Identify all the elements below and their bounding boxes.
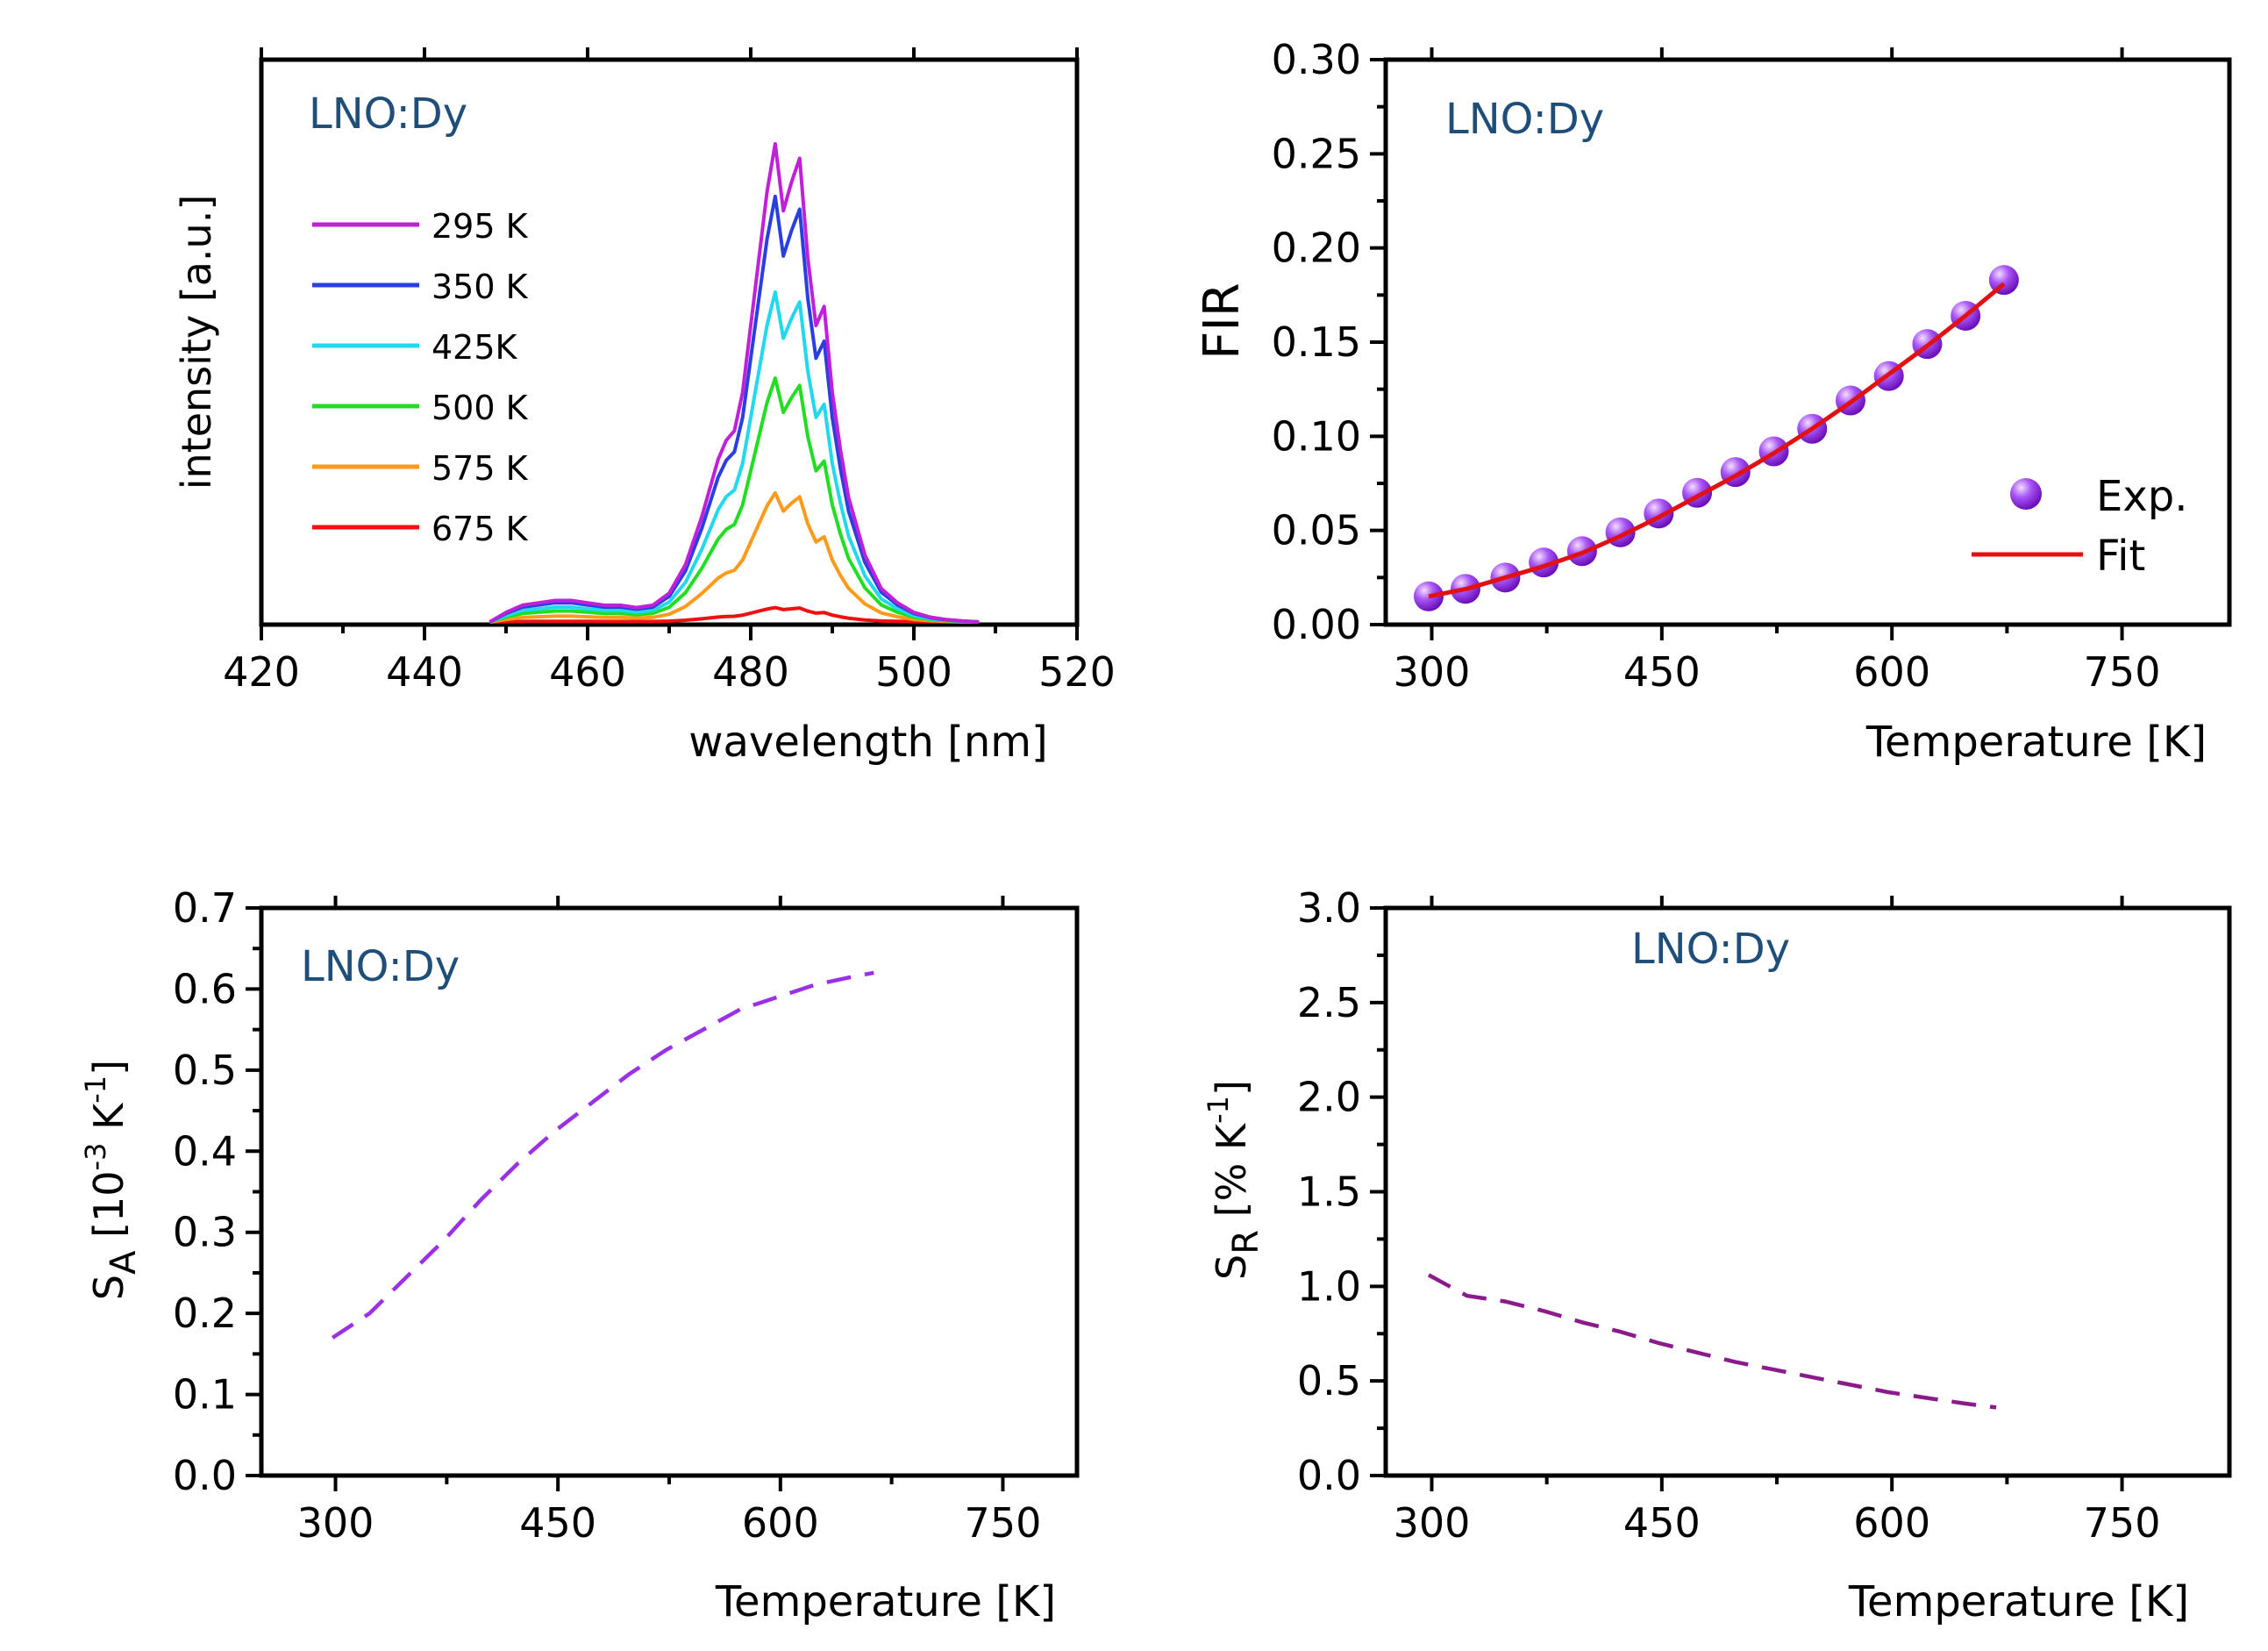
sa-y-tick-label: 0.6 bbox=[173, 965, 237, 1012]
legend-label: Exp. bbox=[2096, 472, 2187, 521]
fir-x-tick-label: 300 bbox=[1394, 648, 1471, 696]
sr-y-tick-label: 2.5 bbox=[1297, 979, 1361, 1026]
fir-x-tick-label: 450 bbox=[1623, 648, 1701, 696]
sr-y-tick-label: 0.0 bbox=[1297, 1452, 1361, 1499]
spectra-sample-label: LNO:Dy bbox=[309, 89, 467, 139]
sa-y-axis-label: SA [10-3 K-1] bbox=[79, 1060, 144, 1300]
sr-x-tick-label: 300 bbox=[1394, 1499, 1471, 1547]
sr-y-tick-label: 2.0 bbox=[1297, 1074, 1361, 1121]
spectra-x-tick-label: 440 bbox=[386, 648, 463, 696]
spectra-x-tick-label: 480 bbox=[712, 648, 789, 696]
sr-x-tick-label: 600 bbox=[1853, 1499, 1930, 1547]
sa-x-axis-label: Temperature [K] bbox=[715, 1577, 1056, 1626]
spectra-x-tick-label: 500 bbox=[875, 648, 952, 696]
sa-y-tick-label: 0.0 bbox=[173, 1452, 237, 1499]
legend-label: 425K bbox=[431, 328, 518, 367]
fir-y-tick-label: 0.10 bbox=[1272, 412, 1361, 460]
fir-y-axis-label: FIR bbox=[1194, 282, 1251, 360]
fir-sample-label: LNO:Dy bbox=[1445, 95, 1604, 144]
legend-label: 675 K bbox=[431, 510, 529, 548]
legend-label: 295 K bbox=[431, 207, 529, 246]
legend-marker bbox=[2010, 478, 2042, 510]
spectra-x-tick-label: 420 bbox=[223, 648, 300, 696]
sa-y-tick-label: 0.5 bbox=[173, 1047, 237, 1094]
spectrum-line bbox=[489, 376, 980, 624]
fir-fit-line bbox=[1428, 282, 2006, 599]
sa-x-tick-label: 300 bbox=[297, 1499, 374, 1547]
sr-x-axis-label: Temperature [K] bbox=[1848, 1577, 2189, 1626]
spectrum-line bbox=[489, 490, 980, 624]
fir-y-tick-label: 0.30 bbox=[1272, 36, 1361, 83]
fir-x-tick-label: 750 bbox=[2084, 648, 2161, 696]
legend-label: 350 K bbox=[431, 268, 529, 306]
sr-panel: 300 450 600 750 0.0 0.5 1.0 1.5 2.0 2.5 3.0 Tempera… bbox=[1202, 884, 2232, 1626]
sa-x-tick-label: 600 bbox=[742, 1499, 819, 1547]
legend-label: Fit bbox=[2096, 532, 2145, 581]
sr-x-tick-label: 450 bbox=[1623, 1499, 1701, 1547]
fir-x-axis-label: Temperature [K] bbox=[1865, 718, 2207, 767]
fir-y-tick-label: 0.15 bbox=[1272, 318, 1361, 366]
spectrum-line bbox=[489, 194, 980, 624]
fir-data-point bbox=[1413, 581, 1444, 611]
spectra-x-tick-label: 460 bbox=[549, 648, 626, 696]
legend-label: 500 K bbox=[431, 389, 529, 427]
spectrum-line bbox=[489, 142, 980, 624]
spectrum-line bbox=[489, 290, 980, 624]
spectra-panel: 420 440 460 480 500 520 wavelength [nm] LNO:Dy i… bbox=[173, 47, 1116, 767]
sa-frame bbox=[259, 905, 1080, 1478]
fir-y-tick-label: 0.00 bbox=[1272, 601, 1361, 648]
sr-frame bbox=[1383, 905, 2232, 1478]
sa-y-tick-label: 0.3 bbox=[173, 1209, 237, 1256]
sr-x-tick-label: 750 bbox=[2084, 1499, 2161, 1547]
sa-y-tick-label: 0.7 bbox=[173, 884, 237, 932]
sa-line bbox=[331, 970, 874, 1340]
fir-y-tick-label: 0.25 bbox=[1272, 130, 1361, 177]
sr-y-tick-label: 1.0 bbox=[1297, 1262, 1361, 1310]
sr-sample-label: LNO:Dy bbox=[1631, 925, 1790, 974]
spectra-y-axis-label: intensity [a.u.] bbox=[173, 195, 220, 490]
spectra-x-axis-label: wavelength [nm] bbox=[688, 718, 1048, 767]
legend-label: 575 K bbox=[431, 449, 529, 488]
spectra-x-tick-label: 520 bbox=[1038, 648, 1116, 696]
sa-y-tick-label: 0.4 bbox=[173, 1127, 237, 1175]
sa-y-tick-label: 0.1 bbox=[173, 1371, 237, 1419]
sa-sample-label: LNO:Dy bbox=[301, 942, 460, 991]
fir-x-tick-label: 600 bbox=[1853, 648, 1930, 696]
fir-panel: 300 450 600 750 0.00 0.05 0.10 0.15 0.20 0.25 0.30… bbox=[1194, 36, 2232, 767]
sr-y-tick-label: 1.5 bbox=[1297, 1169, 1361, 1216]
sa-y-tick-label: 0.2 bbox=[173, 1290, 237, 1337]
spectra-frame bbox=[259, 57, 1080, 627]
fir-y-tick-label: 0.05 bbox=[1272, 507, 1361, 554]
fir-y-tick-label: 0.20 bbox=[1272, 225, 1361, 272]
sr-y-axis-label: SR [% K-1] bbox=[1202, 1080, 1266, 1280]
sa-panel: 300 450 600 750 0.0 0.1 0.2 0.3 0.4 0.5 0.6 0.7 Temp… bbox=[79, 884, 1080, 1626]
spectrum-line bbox=[489, 605, 980, 624]
sr-y-tick-label: 0.5 bbox=[1297, 1357, 1361, 1404]
sa-x-tick-label: 450 bbox=[519, 1499, 596, 1547]
sr-y-tick-label: 3.0 bbox=[1297, 884, 1361, 932]
sa-x-tick-label: 750 bbox=[965, 1499, 1042, 1547]
sr-line bbox=[1427, 1273, 1997, 1410]
